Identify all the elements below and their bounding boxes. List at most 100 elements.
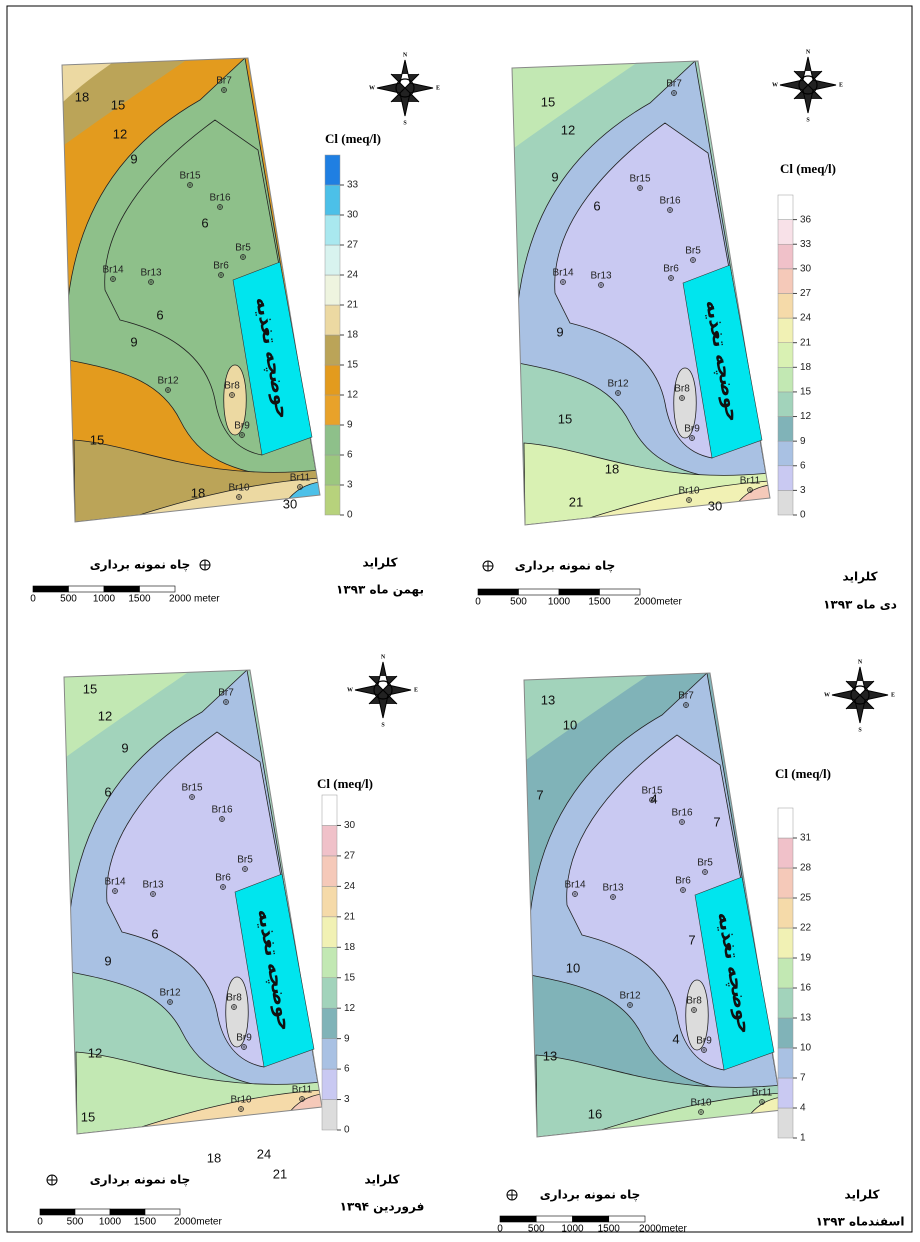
legend-swatch — [324, 154, 341, 186]
legend-swatch — [321, 794, 338, 826]
legend-swatch — [777, 1047, 794, 1079]
contour-zone — [524, 676, 647, 760]
well-label: Br12 — [159, 988, 181, 999]
well-label: Br11 — [752, 1088, 773, 1099]
well-cross — [637, 185, 643, 191]
well-label: Br9 — [696, 1036, 712, 1047]
well-cross — [217, 204, 223, 210]
well-label: Br6 — [215, 873, 231, 884]
legend-tick-label: 12 — [344, 1003, 356, 1014]
contour-label: 12 — [98, 708, 112, 723]
scale-segment — [144, 1208, 181, 1216]
scale-label: 0 — [497, 1224, 503, 1235]
well-cross — [698, 1109, 704, 1115]
contour-label: 7 — [688, 932, 695, 947]
well-label: Br5 — [685, 246, 701, 257]
well-label: Br8 — [226, 993, 242, 1004]
well-cross — [236, 494, 242, 500]
well-label: Br12 — [607, 379, 629, 390]
scale-segment — [32, 585, 69, 593]
legend-swatch — [777, 342, 794, 368]
well-cross — [239, 432, 245, 438]
well-label: Br8 — [674, 384, 690, 395]
contour-label: 15 — [541, 94, 555, 109]
well-cross — [615, 390, 621, 396]
well-cross — [649, 797, 655, 803]
legend-tick-label: 10 — [800, 1043, 812, 1054]
well-cross — [680, 887, 686, 893]
legend-tick-label: 0 — [347, 510, 353, 521]
well-label: Br6 — [663, 264, 679, 275]
scale-label: 1000 — [548, 597, 571, 608]
legend-tick-label: 27 — [344, 851, 356, 862]
legend-tick-label: 4 — [800, 1103, 806, 1114]
contour-label: 6 — [104, 784, 111, 799]
legend-tick-label: 30 — [344, 820, 356, 831]
well-label: Br10 — [690, 1098, 712, 1109]
scale-segment — [558, 588, 600, 596]
well-cross — [683, 702, 689, 708]
legend-tick-label: 6 — [344, 1064, 350, 1075]
legend-tick-label: 28 — [800, 863, 812, 874]
well-cross — [299, 1096, 305, 1102]
well-label: Br5 — [237, 855, 253, 866]
compass — [779, 56, 837, 114]
legend-swatch — [777, 317, 794, 343]
legend-swatch — [777, 927, 794, 959]
legend-swatch — [777, 268, 794, 294]
well-label: Br11 — [292, 1085, 313, 1096]
legend-tick-label: 25 — [800, 893, 812, 904]
legend-tick-label: 33 — [800, 239, 812, 250]
contour-label: 4 — [650, 791, 657, 806]
well-cross — [219, 816, 225, 822]
scale-segment — [477, 588, 519, 596]
legend-swatch — [321, 977, 338, 1009]
contour-label: 21 — [273, 1166, 287, 1181]
contour-zone — [673, 367, 697, 439]
well-cross — [671, 90, 677, 96]
well-label: Br7 — [666, 79, 682, 90]
compass-letter: N — [381, 654, 386, 660]
well-cross — [189, 794, 195, 800]
contour-label: 6 — [156, 307, 163, 322]
contour-label: 10 — [566, 960, 580, 975]
contour-label: 6 — [201, 215, 208, 230]
scale-label: 1500 — [598, 1224, 621, 1235]
well-label: Br14 — [104, 877, 126, 888]
legend-swatch — [777, 897, 794, 929]
contour-label: 4 — [672, 1031, 679, 1046]
legend-tick-label: 15 — [800, 387, 812, 398]
contour-label: 7 — [713, 814, 720, 829]
well-cross — [560, 279, 566, 285]
legend-tick-label: 31 — [800, 833, 812, 844]
legend-title: Cl (meq/l) — [780, 161, 836, 176]
well-cross — [240, 254, 246, 260]
well-label: Br13 — [590, 271, 612, 282]
legend-swatch — [321, 1038, 338, 1070]
legend-title: Cl (meq/l) — [325, 131, 381, 146]
well-label: Br7 — [678, 691, 694, 702]
legend-title: Cl (meq/l) — [317, 776, 373, 791]
well-cross — [598, 282, 604, 288]
scale-label: 2000meter — [634, 597, 682, 608]
contour-label: 30 — [283, 496, 297, 511]
map-boundary — [61, 57, 321, 523]
legend-tick-label: 9 — [347, 420, 353, 431]
contour-zone — [62, 63, 112, 102]
legend-swatch — [777, 440, 794, 467]
well-cross — [221, 87, 227, 93]
legend-tick-label: 15 — [344, 972, 356, 983]
well-cross — [241, 1044, 247, 1050]
basin — [232, 261, 313, 456]
legend-tick-label: 18 — [800, 362, 812, 373]
legend-tick-label: 15 — [347, 360, 359, 371]
contour-label: 7 — [536, 787, 543, 802]
legend-tick-label: 3 — [347, 480, 353, 491]
scale-label: 500 — [67, 1217, 84, 1228]
legend-swatch — [321, 1007, 338, 1039]
legend-tick-label: 36 — [800, 214, 812, 225]
scale-label: 500 — [60, 594, 77, 605]
